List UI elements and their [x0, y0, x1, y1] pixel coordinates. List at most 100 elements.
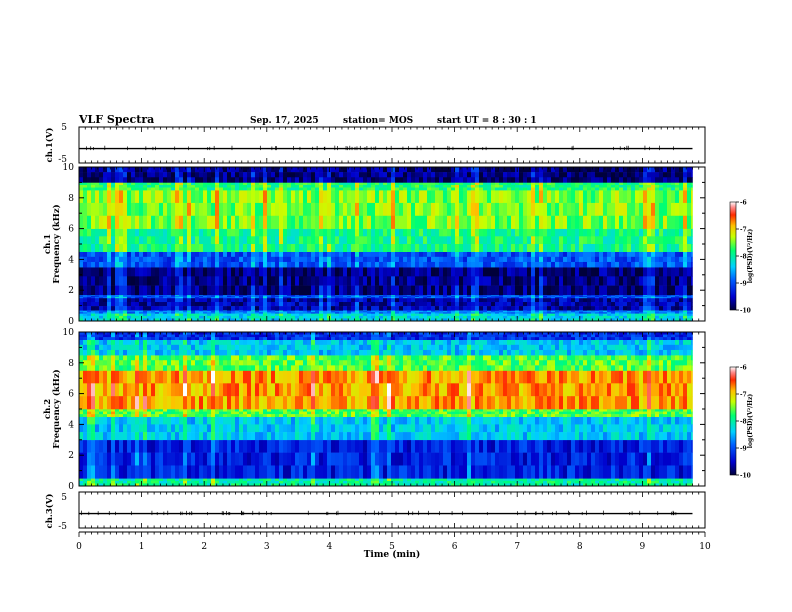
spectrogram-cell [591, 294, 596, 297]
spectrogram-cell [415, 295, 420, 298]
spectrogram-cell [247, 256, 252, 263]
spectrogram-cell [79, 294, 84, 297]
spectrogram-cell [547, 267, 552, 277]
spectrogram-cell [127, 228, 132, 237]
spectrogram-cell [215, 311, 220, 313]
spectrogram-cell [591, 285, 596, 296]
spectrogram-cell [683, 285, 688, 296]
spectrogram-cell [611, 297, 616, 303]
spectrogram-cell [643, 228, 648, 237]
spectrogram-cell [427, 182, 432, 186]
spectrogram-cell [503, 215, 508, 229]
spectrogram-cell [583, 236, 588, 245]
spectrogram-cell [295, 311, 300, 313]
spectrogram-cell [107, 187, 112, 191]
spectrogram-cell [519, 302, 524, 307]
spectrogram-cell [643, 276, 648, 286]
spectrogram-cell [131, 295, 136, 298]
spectrogram-cell [679, 256, 684, 263]
spectrogram-cell [443, 182, 448, 186]
spectrogram-cell [79, 177, 84, 183]
spectrogram-cell [159, 187, 164, 191]
spectrogram-cell [107, 177, 112, 183]
spectrogram-cell [307, 310, 312, 312]
spectrogram-cell [291, 312, 296, 314]
spectrogram-cell [455, 306, 460, 311]
spectrogram-cell [271, 184, 276, 188]
spectrogram-cell [443, 302, 448, 307]
spectrogram-cell [383, 202, 388, 217]
spectrogram-cell [91, 244, 96, 252]
spectrogram-cell [235, 312, 240, 314]
spectrogram-cell [143, 261, 148, 268]
spectrogram-cell [523, 251, 528, 258]
spectrogram-cell [203, 190, 208, 204]
spectrogram-cell [263, 167, 268, 173]
spectrogram-cell [563, 261, 568, 268]
spectrogram-cell [487, 202, 492, 217]
spectrogram-cell [299, 318, 304, 322]
spectrogram-cell [307, 285, 312, 296]
spectrogram-cell [547, 244, 552, 252]
spectrogram-cell [231, 294, 236, 297]
spectrogram-cell [491, 172, 496, 178]
spectrogram-cell [487, 315, 492, 319]
spectrogram-cell [483, 306, 488, 311]
spectrogram-cell [515, 251, 520, 258]
spectrogram-cell [515, 297, 520, 303]
spectrogram-cell [239, 285, 244, 296]
spectrogram-cell [235, 294, 240, 297]
spectrogram-cell [691, 182, 693, 186]
spectrogram-cell [419, 312, 424, 314]
spectrogram-cell [607, 228, 612, 237]
spectrogram-cell [331, 228, 336, 237]
spectrogram-cell [411, 297, 416, 303]
spectrogram-cell [675, 285, 680, 296]
spectrogram-cell [115, 312, 120, 314]
spectrogram-cell [659, 215, 664, 229]
spectrogram-cell [339, 267, 344, 277]
spectrogram-cell [543, 177, 548, 183]
spectrogram-cell [119, 267, 124, 277]
spectrogram-cell [427, 261, 432, 268]
spectrogram-cell [79, 182, 84, 186]
spectrogram-cell [399, 312, 404, 314]
spectrogram-cell [575, 318, 580, 322]
spectrogram-cell [587, 190, 592, 204]
spectrogram-cell [271, 296, 276, 299]
spectrogram-cell [195, 256, 200, 263]
spectrogram-cell [399, 167, 404, 173]
spectrogram-cell [471, 310, 476, 312]
spectrogram-cell [119, 276, 124, 286]
spectrogram-cell [663, 295, 668, 298]
spectrogram-cell [419, 251, 424, 258]
spectrogram-cell [175, 318, 180, 322]
spectrogram-cell [287, 297, 292, 303]
spectrogram-cell [667, 295, 672, 298]
spectrogram-cell [307, 302, 312, 307]
spectrogram-cell [423, 251, 428, 258]
spectrogram-cell [523, 285, 528, 296]
spectrogram-cell [267, 251, 272, 258]
spectrogram-cell [307, 295, 312, 298]
spectrogram-cell [179, 297, 184, 303]
spectrogram-cell [259, 312, 264, 314]
spectrogram-cell [475, 251, 480, 258]
spectrogram-cell [275, 182, 280, 186]
spectrogram-cell [403, 302, 408, 307]
spectrogram-cell [383, 276, 388, 286]
spectrogram-cell [359, 228, 364, 237]
spectrogram-cell [315, 315, 320, 319]
spectrogram-cell [531, 318, 536, 322]
spectrogram-cell [647, 295, 652, 298]
spectrogram-cell [243, 190, 248, 204]
spectrogram-cell [571, 167, 576, 173]
spectrogram-cell [683, 167, 688, 173]
spectrogram-cell [555, 215, 560, 229]
spectrogram-cell [115, 285, 120, 296]
spectrogram-cell [351, 202, 356, 217]
spectrogram-cell [411, 256, 416, 263]
spectrogram-cell [387, 315, 392, 319]
spectrogram-cell [403, 294, 408, 297]
spectrogram-cell [355, 190, 360, 204]
